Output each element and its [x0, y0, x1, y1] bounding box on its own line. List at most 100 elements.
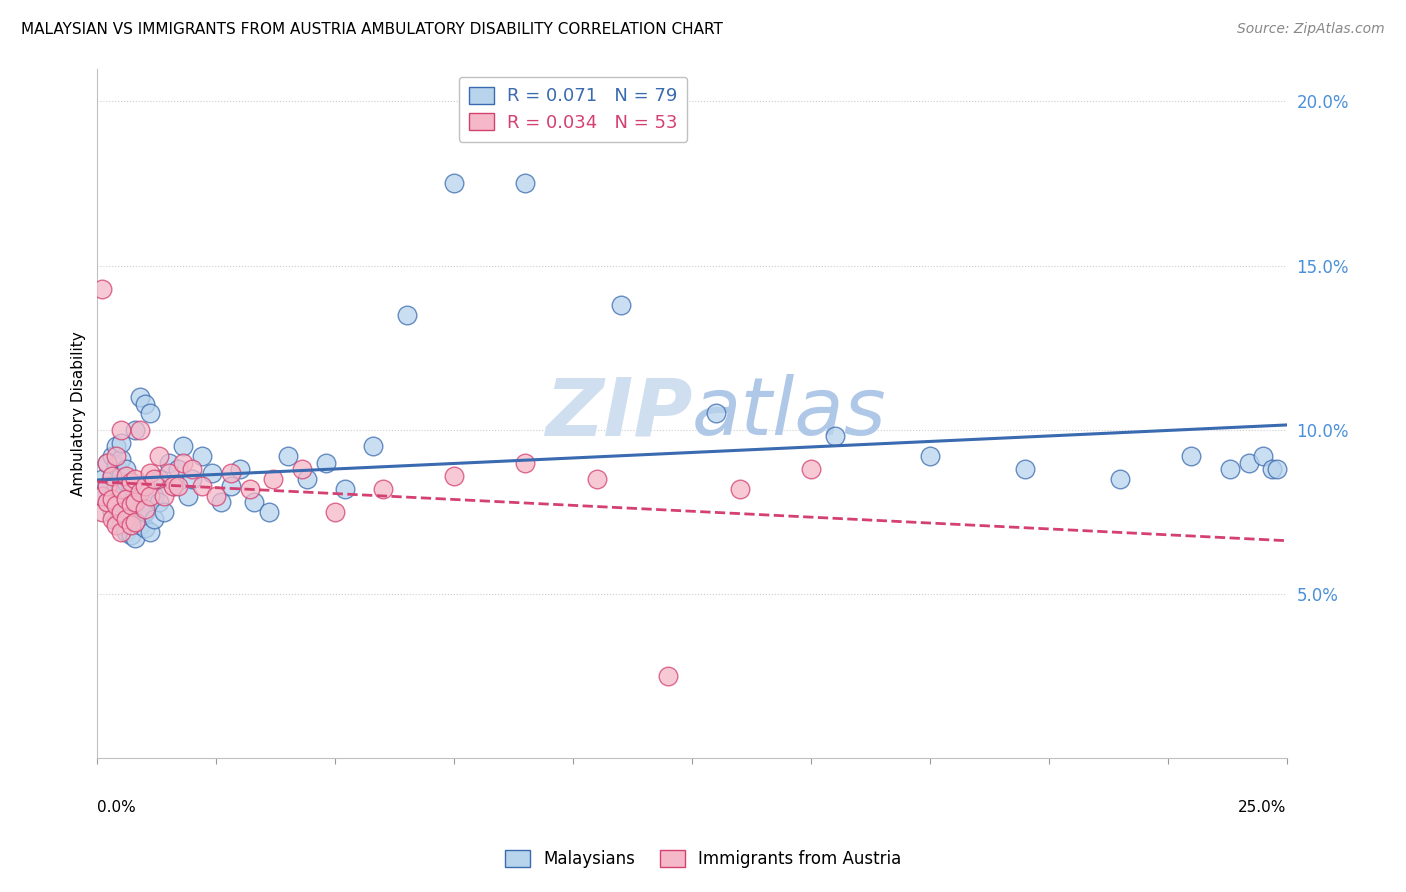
Point [110, 501, 132, 516]
Point [209, 495, 232, 509]
Point [124, 423, 146, 437]
Point [124, 531, 146, 545]
Point [110, 436, 132, 450]
Point [129, 485, 152, 500]
Point [110, 423, 132, 437]
Point [262, 472, 284, 486]
Point [138, 524, 160, 539]
Point [115, 475, 138, 490]
Point [257, 505, 280, 519]
Point [91, 489, 114, 503]
Point [295, 472, 318, 486]
Point [728, 482, 751, 496]
Point [105, 518, 128, 533]
Point [115, 524, 138, 539]
Point [129, 423, 152, 437]
Point [167, 462, 190, 476]
Point [443, 177, 465, 191]
Point [153, 489, 176, 503]
Point [96, 456, 118, 470]
Point [1265, 462, 1288, 476]
Point [96, 495, 118, 509]
Point [205, 489, 228, 503]
Point [172, 439, 194, 453]
Point [120, 495, 142, 509]
Point [162, 479, 184, 493]
Point [277, 449, 299, 463]
Point [657, 669, 679, 683]
Point [134, 505, 156, 519]
Point [143, 511, 166, 525]
Point [609, 298, 631, 312]
Point [800, 462, 823, 476]
Point [120, 511, 142, 525]
Point [91, 489, 114, 503]
Point [138, 466, 160, 480]
Point [585, 472, 607, 486]
Point [1237, 456, 1260, 470]
Point [100, 491, 122, 506]
Point [120, 499, 142, 513]
Point [110, 524, 132, 539]
Point [100, 505, 122, 519]
Point [824, 429, 846, 443]
Point [96, 479, 118, 493]
Text: atlas: atlas [692, 375, 887, 452]
Point [181, 472, 204, 486]
Point [105, 458, 128, 473]
Point [138, 406, 160, 420]
Point [315, 456, 337, 470]
Point [110, 468, 132, 483]
Point [323, 505, 346, 519]
Point [105, 439, 128, 453]
Point [157, 466, 180, 480]
Point [129, 501, 152, 516]
Point [110, 505, 132, 519]
Point [124, 515, 146, 529]
Point [162, 479, 184, 493]
Point [124, 472, 146, 486]
Point [371, 482, 394, 496]
Point [200, 466, 222, 480]
Point [143, 489, 166, 503]
Point [115, 468, 138, 483]
Text: ZIP: ZIP [544, 375, 692, 452]
Point [239, 482, 262, 496]
Point [100, 511, 122, 525]
Point [129, 518, 152, 533]
Point [443, 468, 465, 483]
Legend: R = 0.071   N = 79, R = 0.034   N = 53: R = 0.071 N = 79, R = 0.034 N = 53 [458, 77, 688, 142]
Point [229, 462, 252, 476]
Point [704, 406, 727, 420]
Point [1014, 462, 1036, 476]
Point [115, 508, 138, 523]
Point [191, 479, 214, 493]
Point [115, 491, 138, 506]
Point [100, 449, 122, 463]
Point [515, 177, 537, 191]
Text: 0.0%: 0.0% [97, 800, 136, 814]
Point [105, 511, 128, 525]
Point [100, 468, 122, 483]
Point [96, 495, 118, 509]
Text: Source: ZipAtlas.com: Source: ZipAtlas.com [1237, 22, 1385, 37]
Point [120, 518, 142, 533]
Point [134, 501, 156, 516]
Point [219, 479, 242, 493]
Point [110, 518, 132, 533]
Point [115, 511, 138, 525]
Point [110, 485, 132, 500]
Point [148, 449, 170, 463]
Point [134, 521, 156, 535]
Point [124, 499, 146, 513]
Point [91, 472, 114, 486]
Point [105, 479, 128, 493]
Legend: Malaysians, Immigrants from Austria: Malaysians, Immigrants from Austria [498, 843, 908, 875]
Point [96, 456, 118, 470]
Point [219, 466, 242, 480]
Point [96, 479, 118, 493]
Point [143, 472, 166, 486]
Point [167, 479, 190, 493]
Point [1180, 449, 1202, 463]
Point [129, 390, 152, 404]
